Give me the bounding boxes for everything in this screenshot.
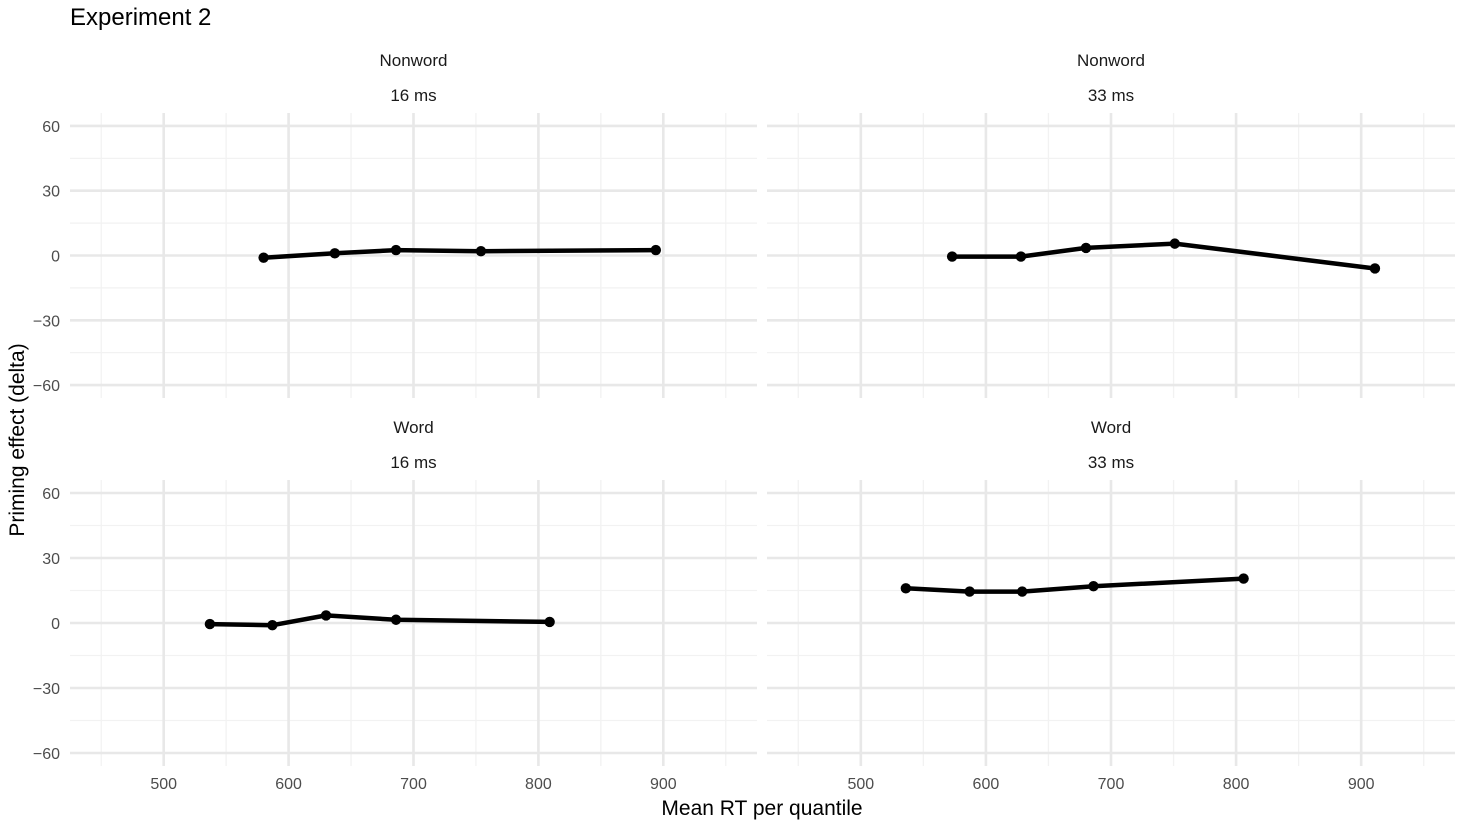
x-tick-label: 500	[847, 776, 874, 793]
y-tick-label: 60	[42, 486, 60, 503]
data-point	[390, 244, 402, 256]
y-axis-label: Priming effect (delta)	[6, 343, 29, 536]
x-tick-label: 500	[150, 776, 177, 793]
strip-label-bottom: 33 ms	[1088, 453, 1134, 472]
data-point	[964, 586, 975, 597]
data-point	[320, 610, 332, 621]
data-point	[946, 251, 958, 262]
y-tick-label: −60	[33, 378, 60, 395]
x-tick-label: 600	[275, 776, 302, 793]
data-point	[390, 614, 402, 625]
strip-label-bottom: 16 ms	[390, 86, 436, 105]
y-tick-label: 0	[51, 616, 60, 633]
panels: Nonword 16 ms −60 −30 0 30 60 Nonword 33 ms Word 1…	[33, 51, 1455, 793]
data-point	[267, 619, 278, 631]
panel-1: Nonword 16 ms −60 −30 0 30 60	[33, 51, 757, 398]
x-tick-label: 800	[1223, 776, 1250, 793]
y-tick-label: 30	[42, 184, 60, 201]
series-line	[903, 576, 1246, 594]
data-point	[204, 618, 216, 630]
data-point	[1369, 263, 1381, 274]
x-tick-label: 900	[1348, 776, 1375, 793]
data-point	[258, 252, 269, 263]
y-tick-label: 60	[42, 119, 60, 136]
y-tick-label: −30	[33, 681, 60, 698]
data-point	[1238, 573, 1249, 584]
x-tick-label: 700	[400, 776, 427, 793]
data-point	[475, 245, 487, 257]
x-tick-label: 800	[525, 776, 552, 793]
y-tick-label: 0	[51, 249, 60, 266]
strip-label-top: Nonword	[1077, 51, 1145, 70]
x-tick-label: 700	[1098, 776, 1125, 793]
y-tick-label: −30	[33, 313, 60, 330]
data-point	[1088, 580, 1099, 592]
data-point	[544, 616, 555, 628]
panel-3: Word 16 ms −60 −30 0 30 60 500 600 700 800 900	[33, 418, 757, 793]
strip-label-top: Word	[1091, 418, 1131, 437]
strip-label-bottom: 33 ms	[1088, 86, 1134, 105]
data-point	[1169, 238, 1180, 249]
strip-label-top: Nonword	[379, 51, 447, 70]
x-tick-label: 900	[650, 776, 677, 793]
data-point	[1016, 586, 1028, 597]
data-point	[1080, 242, 1092, 254]
data-point	[1015, 251, 1027, 262]
x-tick-label: 600	[973, 776, 1000, 793]
panel-2: Nonword 33 ms	[767, 51, 1455, 398]
data-point	[650, 244, 662, 256]
y-tick-label: −60	[33, 746, 60, 763]
y-tick-label: 30	[42, 551, 60, 568]
strip-label-bottom: 16 ms	[390, 453, 436, 472]
data-point	[329, 248, 341, 259]
strip-label-top: Word	[393, 418, 433, 437]
x-axis-label: Mean RT per quantile	[661, 797, 862, 820]
data-point	[900, 583, 912, 594]
chart-title: Experiment 2	[70, 4, 211, 31]
panel-4: Word 33 ms 500 600 700 800 900	[767, 418, 1455, 793]
